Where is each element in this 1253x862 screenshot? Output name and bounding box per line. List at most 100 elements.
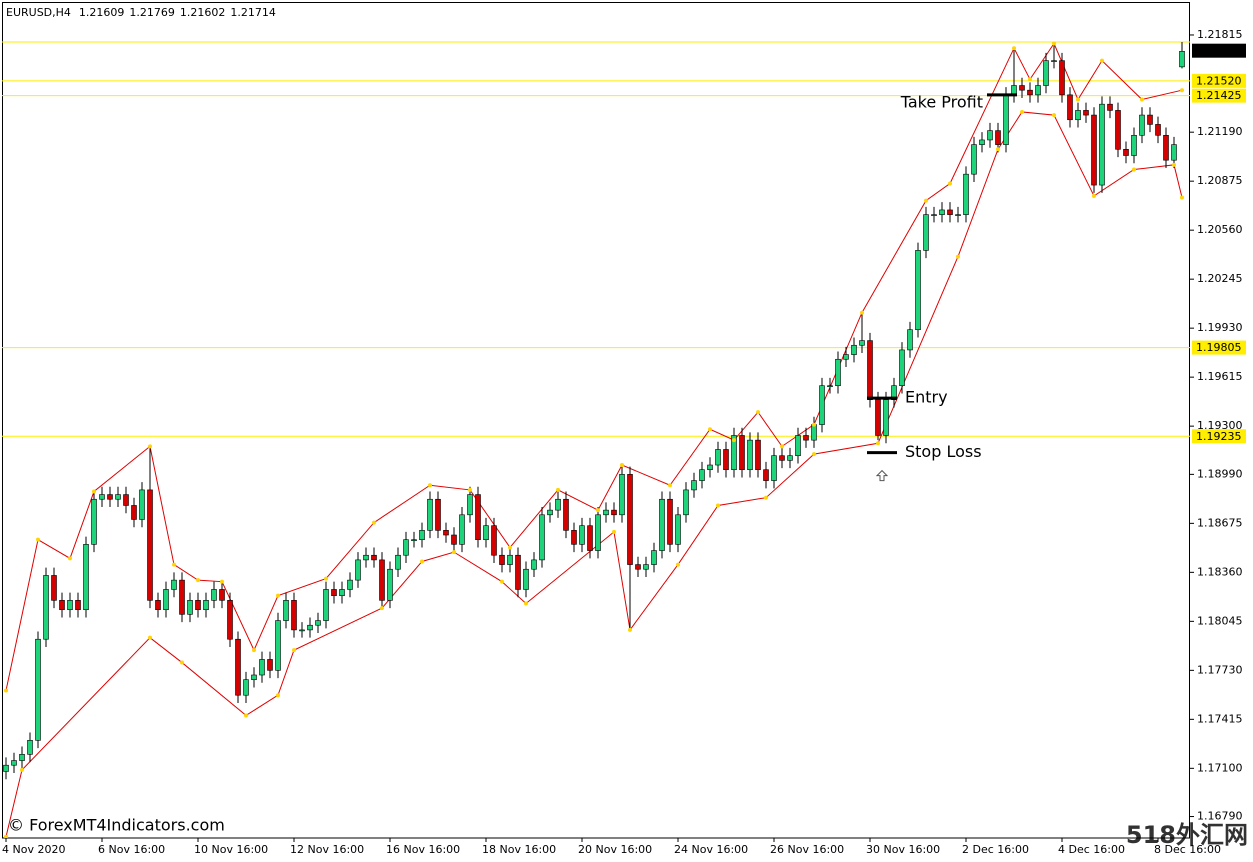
candle-body (299, 629, 305, 632)
envelope-vertex (812, 422, 816, 427)
level-label: 1.19805 (1196, 341, 1242, 354)
envelope-vertex (324, 576, 328, 581)
candle-body (571, 530, 577, 545)
candle-body (35, 638, 41, 741)
candle-body (363, 554, 369, 561)
level-label: 1.21520 (1196, 74, 1242, 87)
envelope-vertex (1140, 97, 1144, 102)
y-tick-label: 1.20875 (1197, 174, 1243, 187)
x-tick-label: 10 Nov 16:00 (194, 843, 268, 856)
envelope-vertex (420, 559, 424, 564)
candle-body (499, 554, 505, 565)
candle-body (619, 474, 625, 516)
x-tick-label: 16 Nov 16:00 (386, 843, 460, 856)
candle-body (467, 494, 473, 516)
annotation-label: Take Profit (900, 92, 983, 111)
level-label: 1.19235 (1196, 430, 1242, 443)
header-value: 1.21714 (230, 6, 276, 19)
candle-body (123, 494, 129, 506)
envelope-vertex (1180, 195, 1184, 200)
candle-body (699, 469, 705, 481)
candle-body (715, 449, 721, 466)
candle-body (411, 539, 417, 541)
candle-body (1115, 110, 1121, 150)
envelope-vertex (92, 489, 96, 494)
envelope-vertex (924, 198, 928, 203)
candle-body (683, 489, 689, 516)
envelope-vertex (1092, 193, 1096, 198)
candle-body (787, 455, 793, 461)
candle-body (819, 385, 825, 425)
candle-body (403, 539, 409, 556)
envelope-vertex (1052, 113, 1056, 118)
candle-body (107, 494, 113, 500)
candle-body (307, 624, 313, 631)
candle-body (875, 399, 881, 436)
envelope-vertex (148, 444, 152, 449)
candle-body (243, 679, 249, 696)
annotation-label: Stop Loss (905, 442, 982, 461)
y-tick-label: 1.18675 (1197, 516, 1243, 529)
plot-area (2, 41, 1190, 838)
y-tick-label: 1.19930 (1197, 321, 1243, 334)
candle-body (1075, 110, 1081, 121)
candle-body (475, 494, 481, 540)
candle-body (547, 509, 553, 516)
envelope-vertex (1028, 77, 1032, 82)
candle-body (51, 575, 57, 601)
candle-body (595, 514, 601, 551)
candle-body (147, 489, 153, 601)
candle-body (227, 600, 233, 640)
x-tick-label: 26 Nov 16:00 (770, 843, 844, 856)
envelope-vertex (500, 579, 504, 584)
candle-body (203, 600, 209, 610)
up-arrow-icon (875, 469, 889, 482)
candle-body (371, 554, 377, 561)
y-tick-label: 1.18990 (1197, 467, 1243, 480)
candle-body (235, 638, 241, 696)
y-tick-label: 1.18045 (1197, 614, 1243, 627)
candle-body (723, 449, 729, 470)
candle-body (739, 435, 745, 470)
candle-body (267, 659, 273, 671)
candle-body (251, 674, 257, 680)
candle-body (67, 600, 73, 610)
candle-body (883, 399, 889, 436)
envelope-vertex (172, 562, 176, 567)
candle-body (1147, 114, 1153, 125)
candle-body (1091, 114, 1097, 186)
candle-body (211, 589, 217, 601)
candle-body (979, 139, 985, 145)
envelope-vertex (732, 438, 736, 443)
candle-body (1051, 60, 1057, 62)
candle-body (747, 439, 753, 470)
x-tick-label: 30 Nov 16:00 (866, 843, 940, 856)
envelope-vertex (380, 606, 384, 611)
candle-body (795, 435, 801, 456)
candle-body (83, 544, 89, 610)
candle-body (275, 620, 281, 671)
corner-mark: 518外汇网 (1126, 821, 1248, 849)
envelope-vertex (764, 495, 768, 500)
candle-body (507, 554, 513, 565)
envelope-vertex (148, 635, 152, 640)
envelope-vertex (876, 441, 880, 446)
envelope-vertex (812, 452, 816, 457)
envelope-vertex (948, 181, 952, 186)
envelope-vertex (756, 410, 760, 415)
candle-body (899, 349, 905, 387)
candle-body (75, 600, 81, 610)
candle-body (971, 144, 977, 175)
candle-body (1067, 94, 1073, 121)
candle-body (963, 173, 969, 215)
envelope-vertex (1076, 97, 1080, 102)
candle-body (515, 554, 521, 590)
candle-body (195, 600, 201, 610)
envelope-vertex (612, 529, 616, 534)
last-price-label: 1.21714 (1196, 44, 1242, 57)
candle-body (707, 464, 713, 470)
candle-body (171, 579, 177, 590)
candle-body (539, 514, 545, 561)
candle-body (1027, 89, 1033, 96)
candle-body (459, 514, 465, 545)
